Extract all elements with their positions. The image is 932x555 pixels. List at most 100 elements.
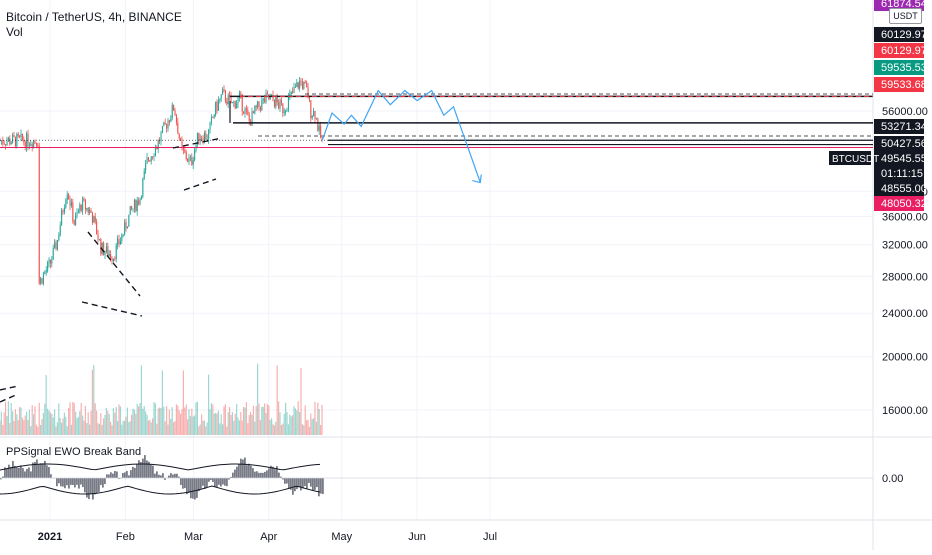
- candle-body: [221, 95, 222, 99]
- time-tick-label: 2021: [38, 531, 62, 543]
- volume-bar: [9, 423, 10, 435]
- ewo-bar: [276, 466, 278, 478]
- candle-body: [64, 208, 65, 212]
- candle-body: [16, 134, 17, 146]
- price-tick-label: 36000.00: [882, 211, 928, 223]
- ewo-bar: [172, 475, 174, 478]
- ewo-bar: [192, 478, 194, 499]
- candle-body: [193, 160, 194, 164]
- candle-body: [67, 195, 68, 200]
- volume-bar: [93, 365, 94, 435]
- ewo-bar: [158, 475, 160, 478]
- volume-bar: [110, 422, 111, 435]
- candle-body: [205, 133, 206, 139]
- currency-unit-badge[interactable]: USDT: [889, 8, 922, 24]
- volume-bar: [65, 417, 66, 435]
- volume-bar: [226, 427, 227, 435]
- ewo-bar: [154, 474, 156, 478]
- ewo-bar: [322, 478, 324, 494]
- volume-bar: [36, 425, 37, 435]
- volume-bar: [261, 407, 262, 435]
- volume-bar: [303, 425, 304, 435]
- candle-body: [91, 210, 92, 213]
- volume-bar: [229, 407, 230, 435]
- ewo-bar: [136, 464, 138, 478]
- candle-body: [184, 150, 185, 153]
- volume-bar: [240, 412, 241, 435]
- volume-bar: [69, 402, 70, 435]
- price-tag-label: 59535.53: [881, 62, 927, 74]
- candle-body: [295, 87, 296, 88]
- volume-bar: [265, 413, 266, 435]
- candle-body: [189, 158, 190, 162]
- candle-body: [278, 102, 279, 108]
- ewo-bar: [94, 478, 96, 494]
- volume-bar: [202, 421, 203, 435]
- candle-body: [238, 98, 239, 104]
- ewo-bar: [208, 478, 210, 482]
- candle-body: [137, 201, 138, 211]
- ewo-bar: [300, 478, 302, 490]
- ewo-bar: [80, 478, 82, 485]
- volume-bar: [307, 420, 308, 435]
- ewo-bar: [216, 478, 218, 487]
- candle-body: [88, 208, 89, 213]
- ewo-bar: [302, 478, 304, 488]
- candle-body: [191, 157, 192, 164]
- volume-bar: [20, 408, 21, 435]
- volume-bar: [289, 415, 290, 435]
- candle-body: [249, 115, 250, 121]
- candle-body: [113, 259, 114, 261]
- volume-bar: [191, 409, 192, 435]
- candle-body: [260, 107, 261, 110]
- volume-bar: [12, 411, 13, 435]
- candle-body: [9, 138, 10, 144]
- candle-body: [32, 144, 33, 147]
- candle-body: [292, 91, 293, 92]
- volume-bar: [146, 415, 147, 435]
- candle-body: [173, 105, 174, 111]
- volume-bar: [2, 425, 3, 435]
- candle-body: [303, 82, 304, 89]
- volume-bar: [208, 375, 209, 435]
- candle-body: [301, 81, 302, 82]
- volume-bar: [95, 403, 96, 435]
- volume-bar: [216, 414, 217, 435]
- volume-bar: [97, 423, 98, 435]
- candle-body: [140, 199, 141, 205]
- volume-bar: [264, 403, 265, 435]
- time-tick-label: Feb: [116, 531, 135, 543]
- ewo-bar: [250, 466, 252, 478]
- ewo-bar: [314, 478, 316, 490]
- candle-body: [168, 120, 169, 128]
- ewo-bar: [44, 461, 46, 478]
- volume-bar: [74, 403, 75, 435]
- volume-bar: [218, 411, 219, 435]
- volume-bar: [267, 404, 268, 435]
- ewo-bar: [68, 478, 70, 489]
- candle-body: [70, 199, 71, 206]
- volume-bar: [275, 422, 276, 435]
- volume-bar: [159, 407, 160, 435]
- ewo-bar: [26, 469, 28, 478]
- ewo-bar: [312, 478, 314, 490]
- candle-body: [294, 87, 295, 93]
- volume-bar: [253, 406, 254, 435]
- volume-bar: [40, 425, 41, 435]
- volume-bar: [72, 402, 73, 435]
- candle-body: [35, 141, 36, 143]
- volume-bar: [8, 401, 9, 435]
- volume-bar: [131, 415, 132, 435]
- candle-body: [315, 111, 316, 119]
- price-tick-label: 24000.00: [882, 308, 928, 320]
- ewo-bar: [202, 478, 204, 486]
- volume-bar: [44, 404, 45, 435]
- candle-body: [224, 89, 225, 91]
- volume-bar: [249, 415, 250, 435]
- price-tag-label: 53271.34: [881, 121, 927, 133]
- volume-bar: [211, 403, 212, 435]
- candle-body: [266, 93, 267, 102]
- candle-body: [228, 95, 229, 104]
